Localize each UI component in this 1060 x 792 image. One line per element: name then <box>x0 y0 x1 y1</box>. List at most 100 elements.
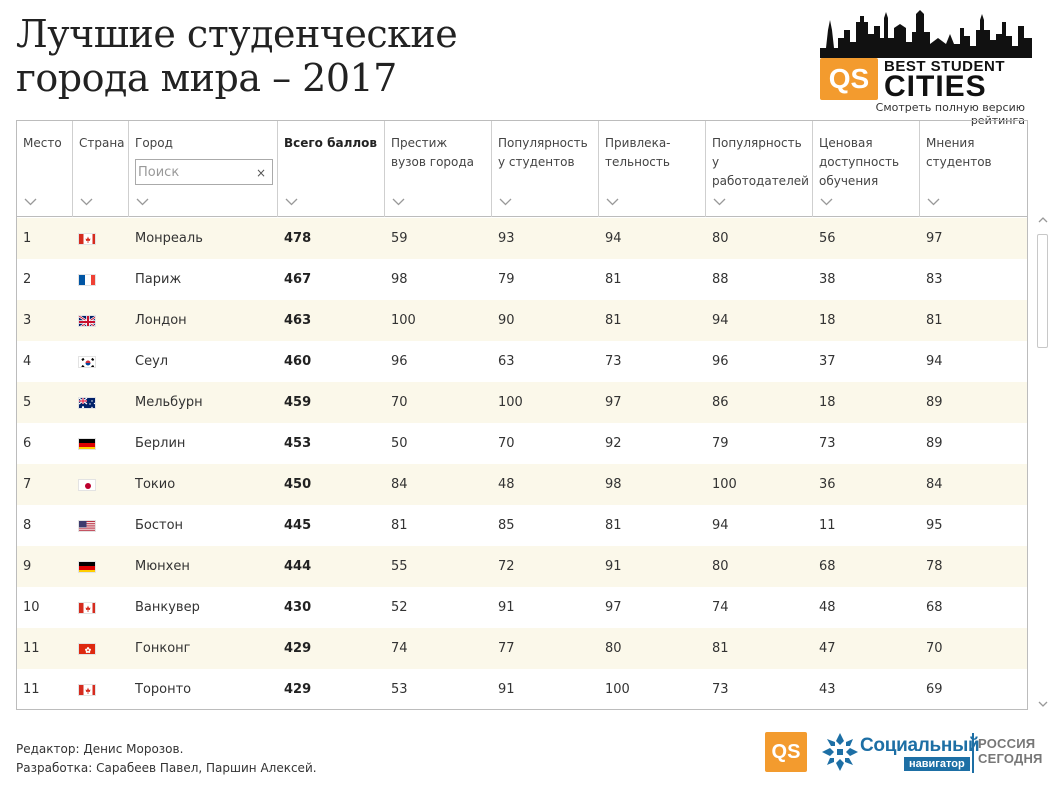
russia-today-line1: РОССИЯ <box>978 736 1036 751</box>
scroll-up-icon[interactable] <box>1036 212 1050 226</box>
cell-prestige: 70 <box>391 395 408 410</box>
cell-total: 467 <box>284 272 312 287</box>
cell-total: 445 <box>284 518 312 533</box>
developers-credit: Разработка: Сарабеев Павел, Паршин Алекс… <box>16 761 317 775</box>
scroll-down-icon[interactable] <box>1036 696 1050 710</box>
cell-total: 478 <box>284 231 312 246</box>
column-header-total[interactable]: Всего баллов <box>278 121 385 217</box>
russia-today-logo[interactable]: РОССИЯ СЕГОДНЯ <box>978 736 1043 766</box>
cell-city: Сеул <box>135 354 169 369</box>
flag-icon-us <box>78 520 96 532</box>
cell-total: 453 <box>284 436 312 451</box>
cell-prestige: 98 <box>391 272 408 287</box>
cell-popularity: 72 <box>498 559 515 574</box>
cell-total: 463 <box>284 313 312 328</box>
cell-prestige: 50 <box>391 436 408 451</box>
footer-logo-divider <box>972 733 974 773</box>
flag-icon-de <box>78 561 96 573</box>
sort-chevron-icon[interactable] <box>606 197 619 207</box>
scrollbar-thumb[interactable] <box>1037 234 1048 348</box>
cell-opinions: 68 <box>926 600 943 615</box>
sort-chevron-icon[interactable] <box>80 197 93 207</box>
sort-chevron-icon[interactable] <box>136 197 149 207</box>
sort-chevron-icon[interactable] <box>24 197 37 207</box>
cell-opinions: 69 <box>926 682 943 697</box>
table-row[interactable]: 11 Гонконг 429 74 77 80 81 47 70 <box>17 628 1027 669</box>
cell-opinions: 81 <box>926 313 943 328</box>
cell-opinions: 70 <box>926 641 943 656</box>
sort-chevron-icon[interactable] <box>713 197 726 207</box>
column-header-popularity[interactable]: Популярность у студентов <box>492 121 599 217</box>
column-header-city[interactable]: Город × <box>129 121 278 217</box>
flag-icon-ca <box>78 684 96 696</box>
table-row[interactable]: 10 Ванкувер 430 52 91 97 74 48 68 <box>17 587 1027 628</box>
cell-employers: 88 <box>712 272 729 287</box>
cell-popularity: 93 <box>498 231 515 246</box>
cell-total: 429 <box>284 641 312 656</box>
cell-attractiveness: 80 <box>605 641 622 656</box>
skyline-icon <box>820 10 1032 58</box>
cell-employers: 74 <box>712 600 729 615</box>
cell-city: Лондон <box>135 313 187 328</box>
cell-popularity: 85 <box>498 518 515 533</box>
cell-attractiveness: 97 <box>605 395 622 410</box>
column-header-rank[interactable]: Место <box>17 121 73 217</box>
column-header-attractiveness[interactable]: Привлека-тельность <box>599 121 706 217</box>
cell-opinions: 83 <box>926 272 943 287</box>
logo-best-student: BEST STUDENT <box>884 58 1006 75</box>
cell-rank: 10 <box>23 600 40 615</box>
social-navigator-logo[interactable]: Социальный навигатор <box>820 731 980 775</box>
table-row[interactable]: 11 Торонто 429 53 91 100 73 43 69 <box>17 669 1027 709</box>
cell-affordability: 11 <box>819 518 836 533</box>
flag-icon-fr <box>78 274 96 286</box>
table-row[interactable]: 7 Токио 450 84 48 98 100 36 84 <box>17 464 1027 505</box>
flag-icon-kr <box>78 356 96 368</box>
table-row[interactable]: 5 Мельбурн 459 70 100 97 86 18 89 <box>17 382 1027 423</box>
cell-rank: 5 <box>23 395 32 410</box>
table-row[interactable]: 6 Берлин 453 50 70 92 79 73 89 <box>17 423 1027 464</box>
sort-chevron-icon[interactable] <box>392 197 405 207</box>
qs-best-student-cities-logo[interactable]: QS BEST STUDENT CITIES <box>820 8 1032 103</box>
cell-attractiveness: 100 <box>605 682 630 697</box>
column-header-opinions[interactable]: Мнения студентов <box>920 121 1027 217</box>
column-header-label: Страна <box>79 136 125 150</box>
cell-affordability: 18 <box>819 395 836 410</box>
column-header-label: Место <box>23 136 62 150</box>
table-scrollbar[interactable] <box>1034 210 1052 710</box>
cell-total: 429 <box>284 682 312 697</box>
cell-city: Мельбурн <box>135 395 203 410</box>
column-header-employers[interactable]: Популярность у работодателей <box>706 121 813 217</box>
cell-employers: 100 <box>712 477 737 492</box>
table-row[interactable]: 9 Мюнхен 444 55 72 91 80 68 78 <box>17 546 1027 587</box>
sort-chevron-icon[interactable] <box>820 197 833 207</box>
column-header-prestige[interactable]: Престиж вузов города <box>385 121 492 217</box>
table-row[interactable]: 4 Сеул 460 96 63 73 96 37 94 <box>17 341 1027 382</box>
cell-rank: 4 <box>23 354 32 369</box>
table-header: Место Страна Город × Всего баллов Прести… <box>17 121 1027 217</box>
sort-chevron-icon[interactable] <box>927 197 940 207</box>
table-row[interactable]: 1 Монреаль 478 59 93 94 80 56 97 <box>17 218 1027 259</box>
cell-rank: 6 <box>23 436 32 451</box>
social-navigator-title: Социальный <box>860 735 980 756</box>
qs-footer-logo[interactable]: QS <box>765 732 807 772</box>
column-header-label: Популярность у работодателей <box>712 136 809 188</box>
cell-employers: 96 <box>712 354 729 369</box>
cell-popularity: 100 <box>498 395 523 410</box>
table-row[interactable]: 2 Париж 467 98 79 81 88 38 83 <box>17 259 1027 300</box>
sort-chevron-icon[interactable] <box>499 197 512 207</box>
table-row[interactable]: 3 Лондон 463 100 90 81 94 18 81 <box>17 300 1027 341</box>
sort-chevron-icon[interactable] <box>285 197 298 207</box>
cell-affordability: 18 <box>819 313 836 328</box>
column-header-affordability[interactable]: Ценовая доступность обучения <box>813 121 920 217</box>
clear-search-icon[interactable]: × <box>255 166 266 180</box>
table-row[interactable]: 8 Бостон 445 81 85 81 94 11 95 <box>17 505 1027 546</box>
column-header-label: Престиж вузов города <box>391 136 475 169</box>
flag-icon-jp <box>78 479 96 491</box>
cell-total: 459 <box>284 395 312 410</box>
cell-attractiveness: 94 <box>605 231 622 246</box>
cell-affordability: 43 <box>819 682 836 697</box>
city-search-input[interactable] <box>138 162 248 182</box>
cell-popularity: 79 <box>498 272 515 287</box>
column-header-country[interactable]: Страна <box>73 121 129 217</box>
cell-opinions: 84 <box>926 477 943 492</box>
